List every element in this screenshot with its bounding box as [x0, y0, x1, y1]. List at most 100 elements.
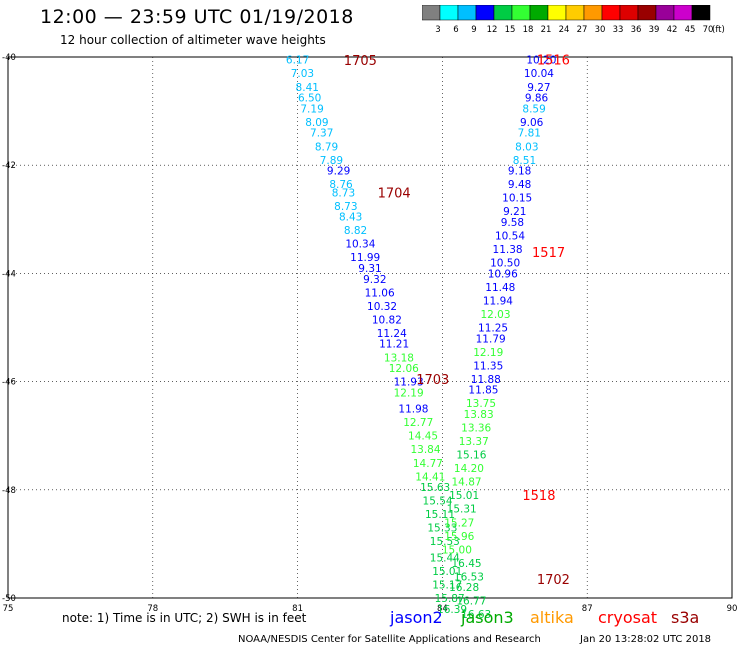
x-tick-label: 90: [727, 604, 738, 614]
wave-height-point: 6.17: [286, 55, 309, 67]
wave-height-point: 10.82: [372, 314, 402, 326]
legend-label: 21: [541, 25, 552, 35]
wave-height-point: 11.85: [468, 385, 498, 397]
wave-height-point: 10.20: [526, 55, 556, 67]
legend-label: 33: [613, 25, 624, 35]
x-tick-label: 87: [582, 604, 593, 614]
y-tick-label: -44: [2, 269, 16, 279]
wave-height-point: 8.41: [296, 82, 319, 94]
wave-height-point: 15.54: [423, 496, 453, 508]
wave-height-point: 11.25: [478, 323, 508, 335]
wave-height-point: 15.00: [442, 544, 472, 556]
wave-height-point: 16.39: [437, 604, 467, 616]
wave-height-point: 13.75: [466, 398, 496, 410]
satellite-cryosat: cryosat: [598, 608, 658, 627]
wave-height-point: 8.73: [334, 201, 357, 213]
pass-label: 1705: [344, 54, 377, 69]
legend-label: 70: [703, 25, 714, 35]
wave-height-point: 12.06: [389, 363, 419, 375]
wave-height-point: 8.73: [332, 187, 355, 199]
wave-height-point: 7.19: [300, 103, 323, 115]
wave-height-point: 13.84: [410, 444, 440, 456]
legend-label: 36: [631, 25, 642, 35]
wave-height-point: 9.29: [327, 166, 350, 178]
legend-unit: (ft): [712, 25, 725, 35]
footer-credit: NOAA/NESDIS Center for Satellite Applica…: [238, 634, 541, 645]
pass-label: 1516: [537, 54, 570, 69]
wave-height-point: 9.32: [363, 274, 386, 286]
wave-height-point: 16.45: [452, 558, 482, 570]
wave-height-point: 10.15: [502, 193, 532, 205]
satellite-s3a: s3a: [671, 608, 700, 627]
color-legend: 3 6 9 12 15 18 21 24 27 30 33 36 39 42 45 70(ft): [422, 5, 725, 35]
satellite-jason3: jason3: [461, 608, 514, 627]
wave-height-point: 10.50: [490, 258, 520, 270]
wave-height-point: 16.53: [454, 571, 484, 583]
footer-note: note: 1) Time is in UTC; 2) SWH is in fe…: [62, 611, 307, 625]
wave-height-point: 16.77: [456, 596, 486, 608]
wave-height-point: 8.51: [513, 155, 536, 167]
wave-height-point: 15.31: [447, 504, 477, 516]
wave-height-point: 16.63: [461, 609, 491, 621]
pass-label: 1517: [532, 246, 565, 261]
wave-height-point: 11.48: [485, 282, 515, 294]
wave-height-point: 15.33: [427, 523, 457, 535]
wave-height-point: 9.48: [508, 179, 531, 191]
y-tick-label: -46: [2, 378, 16, 388]
pass-label: 1704: [378, 186, 411, 201]
wave-height-point: 12.77: [403, 417, 433, 429]
wave-height-point: 14.20: [454, 463, 484, 475]
satellite-jason2: jason2: [390, 608, 443, 627]
wave-height-point: 12.19: [394, 387, 424, 399]
wave-height-point: 15.11: [425, 509, 455, 521]
x-tick-label: 84: [437, 604, 448, 614]
wave-height-point: 15.27: [444, 517, 474, 529]
pass-label: 1703: [416, 373, 449, 388]
pass-label: 1518: [522, 489, 555, 504]
y-tick-label: -40: [2, 53, 16, 63]
wave-height-point: 9.06: [520, 117, 544, 129]
y-tick-label: -42: [2, 161, 16, 171]
wave-height-point: 14.77: [413, 458, 443, 470]
wave-height-point: 15.01: [432, 566, 462, 578]
wave-height-point: 8.59: [522, 103, 545, 115]
wave-height-point: 10.04: [524, 68, 554, 80]
x-tick-label: 78: [147, 604, 158, 614]
wave-height-point: 10.54: [495, 231, 525, 243]
wave-height-point: 8.09: [305, 117, 328, 129]
legend-label: 39: [649, 25, 660, 35]
wave-height-point: 15.87: [435, 593, 465, 605]
wave-height-point: 11.21: [379, 339, 409, 351]
satellite-altika: altika: [530, 608, 574, 627]
wave-height-point: 10.96: [488, 268, 518, 280]
wave-height-point: 15.16: [456, 450, 486, 462]
wave-height-point: 14.87: [452, 477, 482, 489]
chart-title: 12:00 — 23:59 UTC 01/19/2018: [40, 6, 354, 28]
wave-height-point: 8.76: [329, 179, 353, 191]
wave-height-point: 12.19: [473, 347, 503, 359]
wave-height-point: 15.44: [430, 552, 460, 564]
wave-height-point: 9.86: [525, 93, 549, 105]
y-tick-label: -48: [2, 486, 16, 496]
wave-height-point: 8.43: [339, 212, 362, 224]
plot-frame: [7, 56, 733, 599]
y-tick-label: -50: [2, 594, 16, 604]
legend-label: 30: [595, 25, 606, 35]
wave-height-point: 11.35: [473, 360, 503, 372]
wave-height-point: 9.21: [503, 206, 526, 218]
legend-label: 45: [685, 25, 696, 35]
footer-timestamp: Jan 20 13:28:02 UTC 2018: [580, 634, 712, 645]
wave-height-point: 7.03: [291, 68, 314, 80]
wave-height-point: 13.18: [384, 352, 414, 364]
wave-height-point: 13.36: [461, 423, 491, 435]
wave-height-point: 16.28: [449, 582, 479, 594]
legend-label: 18: [523, 25, 534, 35]
wave-height-point: 10.34: [345, 239, 375, 251]
legend-label: 24: [559, 25, 570, 35]
wave-height-point: 14.45: [408, 431, 438, 443]
wave-height-point: 13.37: [459, 436, 489, 448]
wave-height-point: 15.01: [449, 490, 479, 502]
wave-height-point: 11.93: [394, 377, 424, 389]
wave-height-point: 11.99: [350, 252, 380, 264]
wave-height-point: 7.81: [518, 128, 541, 140]
